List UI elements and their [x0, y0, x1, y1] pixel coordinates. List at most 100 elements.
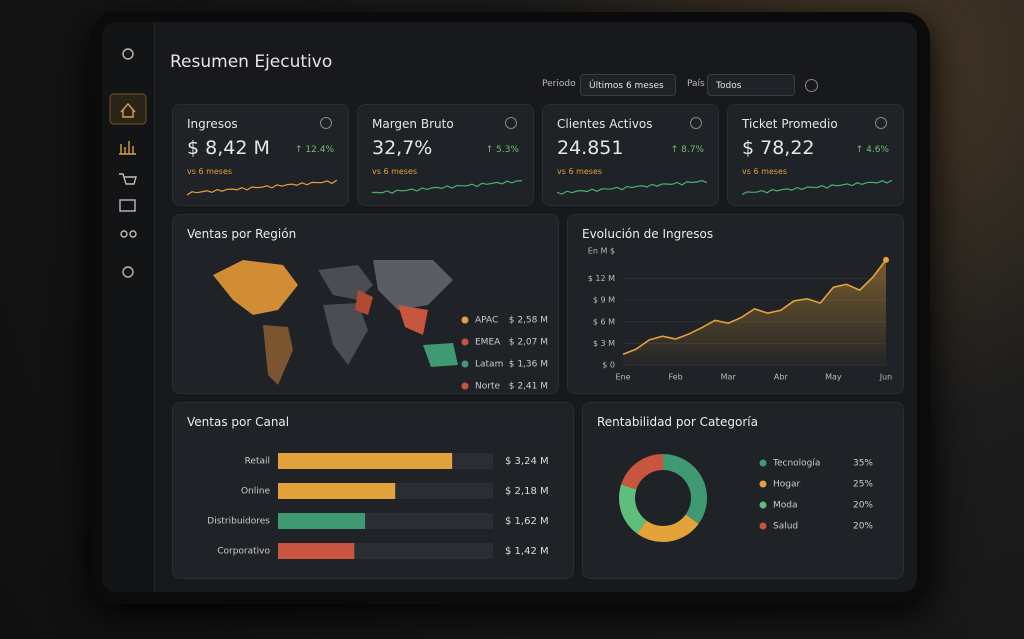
kpi-value: 24.851: [557, 137, 624, 159]
category-label: Corporativo: [217, 547, 270, 557]
category-chart: Tecnología 35% Hogar 25% Moda 20% Salud 20%: [619, 454, 873, 542]
legend-swatch: [759, 522, 767, 530]
kpi-change: ↑ 8.7%: [670, 145, 704, 155]
legend-label: Salud: [773, 522, 798, 532]
legend-label: Norte: [475, 382, 500, 392]
y-tick-label: $ 9 M: [593, 296, 615, 305]
cart-icon[interactable]: [119, 173, 137, 185]
map-asia: [373, 260, 453, 310]
y-tick-label: $ 3 M: [593, 339, 615, 348]
revenue-chart: En M $ $ 0 $ 3 M $ 6 M $ 9 M $ 12 M Ene Feb Mar A…: [588, 247, 893, 382]
sparkline: [742, 179, 892, 196]
kpi-change: ↑ 5.3%: [485, 145, 519, 155]
legend-value: $ 2,07 M: [509, 338, 548, 348]
filter-icon[interactable]: [805, 79, 818, 92]
kpi-card: Ingresos $ 8,42 M ↑ 12.4% vs 6 meses: [172, 104, 349, 206]
users-icon[interactable]: [120, 230, 128, 238]
bar: [278, 483, 396, 499]
sparkline: [187, 179, 337, 196]
end-point: [883, 256, 889, 263]
kpi-title: Ticket Promedio: [742, 117, 838, 131]
x-tick-label: May: [825, 373, 842, 382]
card-title: Rentabilidad por Categoría: [597, 415, 758, 429]
legend-swatch: [759, 480, 767, 488]
value-label: $ 1,42 M: [505, 546, 549, 557]
value-label: $ 3,24 M: [505, 456, 549, 467]
map-south-america: [263, 325, 293, 385]
kpi-sparkline: [742, 179, 892, 196]
legend-label: Tecnología: [772, 459, 820, 469]
kpi-title: Clientes Activos: [557, 117, 653, 131]
search-icon[interactable]: [122, 48, 134, 60]
category-card: Rentabilidad por Categoría Tecnología 35%…: [582, 402, 904, 579]
y-tick-label: $ 6 M: [593, 317, 615, 326]
card-title: Evolución de Ingresos: [582, 227, 714, 241]
kpi-compare: vs 6 meses: [187, 167, 233, 176]
kpi-change: ↑ 12.4%: [295, 145, 334, 155]
sparkline: [557, 180, 707, 195]
sidebar: [102, 22, 155, 592]
region-card: Ventas por Región APAC $ 2,58 M EMEA $ 2,07…: [172, 214, 559, 394]
value-label: $ 1,62 M: [505, 516, 549, 527]
kpi-value: $ 8,42 M: [187, 137, 270, 159]
x-tick-label: Abr: [774, 373, 789, 382]
x-tick-label: Mar: [721, 373, 737, 382]
kpi-value: 32,7%: [372, 137, 433, 159]
legend-swatch: [461, 382, 469, 390]
home-highlight[interactable]: [109, 93, 147, 125]
legend-label: APAC: [475, 316, 498, 326]
region-map: APAC $ 2,58 M EMEA $ 2,07 M Latam $ 1,36 M Nor…: [213, 260, 548, 392]
kpi-card: Margen Bruto 32,7% ↑ 5.3% vs 6 meses: [357, 104, 534, 206]
y-tick-label: $ 0: [602, 361, 615, 370]
users-icon-2: [129, 230, 137, 238]
kpi-change: ↑ 4.6%: [855, 145, 889, 155]
filter-select[interactable]: Todos: [707, 74, 795, 96]
donut-segment: [637, 514, 699, 542]
chart-icon[interactable]: [119, 141, 136, 155]
channel-chart: Retail $ 3,24 M Online $ 2,18 M Distribuidor…: [207, 453, 549, 559]
kpi-card: Clientes Activos 24.851 ↑ 8.7% vs 6 meses: [542, 104, 719, 206]
x-tick-label: Feb: [669, 373, 683, 382]
bar: [278, 543, 355, 559]
kpi-compare: vs 6 meses: [557, 167, 603, 176]
value-label: $ 2,18 M: [505, 486, 549, 497]
screen: Resumen Ejecutivo Ventas por Región APAC…: [102, 22, 917, 592]
settings-icon[interactable]: [122, 266, 134, 278]
channel-card: Ventas por Canal Retail $ 3,24 M Online $ 2…: [172, 402, 574, 579]
legend-value: $ 2,58 M: [509, 316, 548, 326]
category-label: Online: [241, 487, 270, 497]
card-title: Ventas por Canal: [187, 415, 290, 429]
page-title: Resumen Ejecutivo: [170, 52, 333, 72]
revenue-card: Evolución de Ingresos En M $ $ 0 $ 3 M $ 6 …: [567, 214, 904, 394]
legend-swatch: [759, 459, 767, 467]
map-middle-east: [355, 290, 373, 315]
legend-swatch: [461, 360, 469, 368]
donut-segment: [621, 454, 664, 490]
map-south-asia: [398, 305, 428, 335]
y-axis-label: En M $: [588, 247, 615, 256]
legend-value: 25%: [853, 480, 873, 490]
bar: [278, 513, 366, 529]
area: [623, 259, 886, 365]
donut-segment: [662, 454, 707, 524]
kpi-compare: vs 6 meses: [742, 167, 788, 176]
y-tick-label: $ 12 M: [588, 274, 615, 283]
kpi-sparkline: [557, 180, 707, 195]
kpi-compare: vs 6 meses: [372, 167, 418, 176]
category-label: Distribuidores: [207, 517, 270, 527]
tablet: Resumen Ejecutivo Ventas por Región APAC…: [90, 12, 930, 604]
line: [622, 259, 887, 355]
map-africa: [323, 303, 368, 365]
kpi-title: Ingresos: [187, 117, 238, 131]
legend-swatch: [461, 338, 469, 346]
kpi-icon: [875, 117, 887, 129]
report-icon[interactable]: [119, 199, 136, 212]
kpi-sparkline: [187, 179, 337, 196]
donut-segment: [619, 484, 647, 534]
home-icon: [120, 102, 136, 118]
filter-select[interactable]: Últimos 6 meses: [580, 74, 676, 96]
kpi-card: Ticket Promedio $ 78,22 ↑ 4.6% vs 6 meses: [727, 104, 904, 206]
legend-value: 20%: [853, 522, 873, 532]
category-label: Retail: [245, 457, 270, 467]
legend-label: Latam: [475, 360, 503, 370]
